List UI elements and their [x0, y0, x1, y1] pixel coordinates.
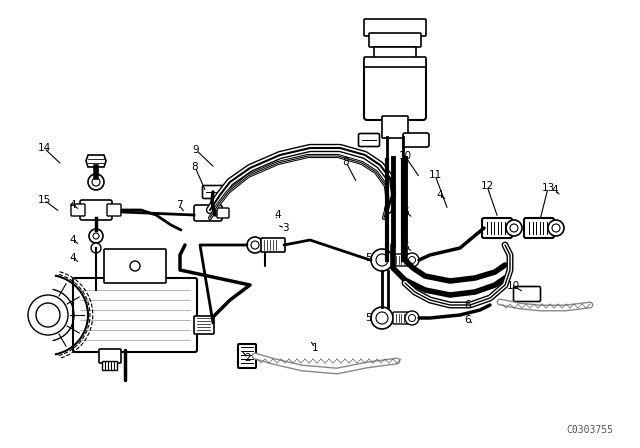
Text: 4: 4: [70, 200, 76, 210]
Circle shape: [405, 253, 419, 267]
FancyBboxPatch shape: [524, 218, 554, 238]
Text: C0303755: C0303755: [566, 425, 614, 435]
Text: 6: 6: [465, 300, 471, 310]
FancyBboxPatch shape: [217, 208, 229, 218]
Text: 4: 4: [70, 253, 76, 263]
Text: 1: 1: [312, 343, 318, 353]
FancyBboxPatch shape: [369, 33, 421, 47]
Circle shape: [89, 229, 103, 243]
Circle shape: [88, 174, 104, 190]
Text: 10: 10: [399, 151, 412, 161]
FancyBboxPatch shape: [364, 19, 426, 36]
FancyBboxPatch shape: [107, 204, 121, 216]
Text: 12: 12: [481, 181, 493, 191]
Text: 11: 11: [428, 170, 442, 180]
Text: 4: 4: [436, 190, 444, 200]
Text: 15: 15: [37, 195, 51, 205]
Text: 8: 8: [192, 162, 198, 172]
Text: 10: 10: [506, 281, 520, 291]
Text: 6: 6: [465, 315, 471, 325]
Circle shape: [405, 311, 419, 325]
Circle shape: [371, 249, 393, 271]
FancyBboxPatch shape: [238, 344, 256, 368]
Text: 7: 7: [176, 200, 182, 210]
FancyBboxPatch shape: [393, 254, 409, 266]
FancyBboxPatch shape: [194, 316, 214, 334]
Text: 14: 14: [37, 143, 51, 153]
FancyBboxPatch shape: [71, 204, 85, 216]
FancyBboxPatch shape: [358, 134, 380, 146]
Text: 9: 9: [193, 145, 199, 155]
Text: 13: 13: [541, 183, 555, 193]
FancyBboxPatch shape: [261, 238, 285, 252]
FancyBboxPatch shape: [102, 362, 118, 370]
Circle shape: [371, 307, 393, 329]
FancyBboxPatch shape: [80, 200, 112, 220]
Text: 6: 6: [403, 242, 410, 252]
FancyBboxPatch shape: [393, 312, 409, 324]
Circle shape: [506, 220, 522, 236]
FancyBboxPatch shape: [202, 185, 223, 198]
Text: 4: 4: [275, 210, 282, 220]
FancyBboxPatch shape: [374, 47, 416, 59]
Text: 4: 4: [70, 235, 76, 245]
Circle shape: [247, 237, 263, 253]
Circle shape: [91, 243, 101, 253]
FancyBboxPatch shape: [194, 205, 222, 221]
FancyBboxPatch shape: [99, 349, 121, 363]
FancyBboxPatch shape: [403, 133, 429, 147]
Text: 6: 6: [403, 207, 410, 217]
Text: 5: 5: [365, 253, 371, 263]
Text: 8: 8: [342, 157, 349, 167]
FancyBboxPatch shape: [382, 116, 408, 138]
FancyBboxPatch shape: [364, 59, 426, 120]
FancyBboxPatch shape: [104, 249, 166, 283]
Text: 2: 2: [244, 353, 252, 363]
Circle shape: [548, 220, 564, 236]
FancyBboxPatch shape: [513, 287, 541, 302]
FancyBboxPatch shape: [73, 278, 197, 352]
Text: 3: 3: [282, 223, 288, 233]
FancyBboxPatch shape: [364, 57, 426, 67]
Text: 4: 4: [552, 185, 558, 195]
Polygon shape: [86, 155, 106, 167]
FancyBboxPatch shape: [482, 218, 512, 238]
Text: 5: 5: [365, 313, 371, 323]
